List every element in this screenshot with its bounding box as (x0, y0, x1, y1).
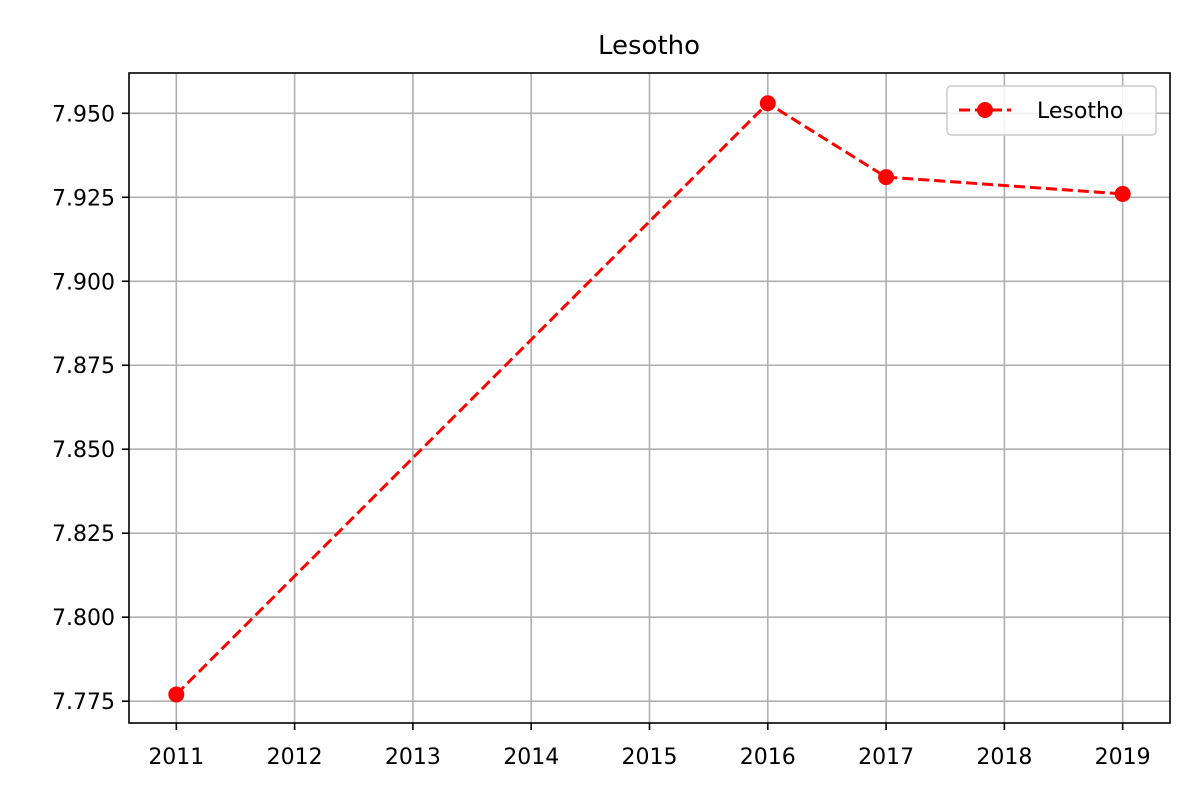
y-tick-label: 7.925 (52, 186, 115, 211)
x-tick-label: 2011 (148, 745, 204, 770)
grid-lines (129, 73, 1170, 723)
x-tick-label: 2018 (976, 745, 1032, 770)
y-tick-label: 7.875 (52, 354, 115, 379)
chart-title: Lesotho (598, 31, 700, 61)
data-point (878, 169, 895, 186)
legend: Lesotho (946, 85, 1157, 136)
x-tick-label: 2019 (1095, 745, 1151, 770)
axis-ticks: 2011 2012 2013 2014 2015 2016 2017 2018 2019 7.77… (52, 102, 1151, 770)
x-tick-label: 2015 (622, 745, 678, 770)
x-tick-label: 2014 (503, 745, 559, 770)
y-tick-label: 7.825 (52, 522, 115, 547)
x-tick-label: 2012 (267, 745, 323, 770)
legend-label: Lesotho (1037, 99, 1123, 124)
data-point (168, 686, 185, 703)
legend-box (946, 85, 1157, 136)
x-tick-label: 2013 (385, 745, 441, 770)
legend-marker (977, 102, 993, 118)
series-line (175, 101, 1123, 696)
y-tick-label: 7.800 (52, 606, 115, 631)
plot-area (168, 95, 1131, 703)
x-tick-label: 2017 (858, 745, 914, 770)
y-tick-label: 7.950 (52, 102, 115, 127)
y-tick-label: 7.775 (52, 690, 115, 715)
x-tick-label: 2016 (740, 745, 796, 770)
y-tick-label: 7.850 (52, 438, 115, 463)
data-point (1114, 185, 1131, 202)
y-tick-label: 7.900 (52, 270, 115, 295)
data-point (759, 95, 776, 112)
